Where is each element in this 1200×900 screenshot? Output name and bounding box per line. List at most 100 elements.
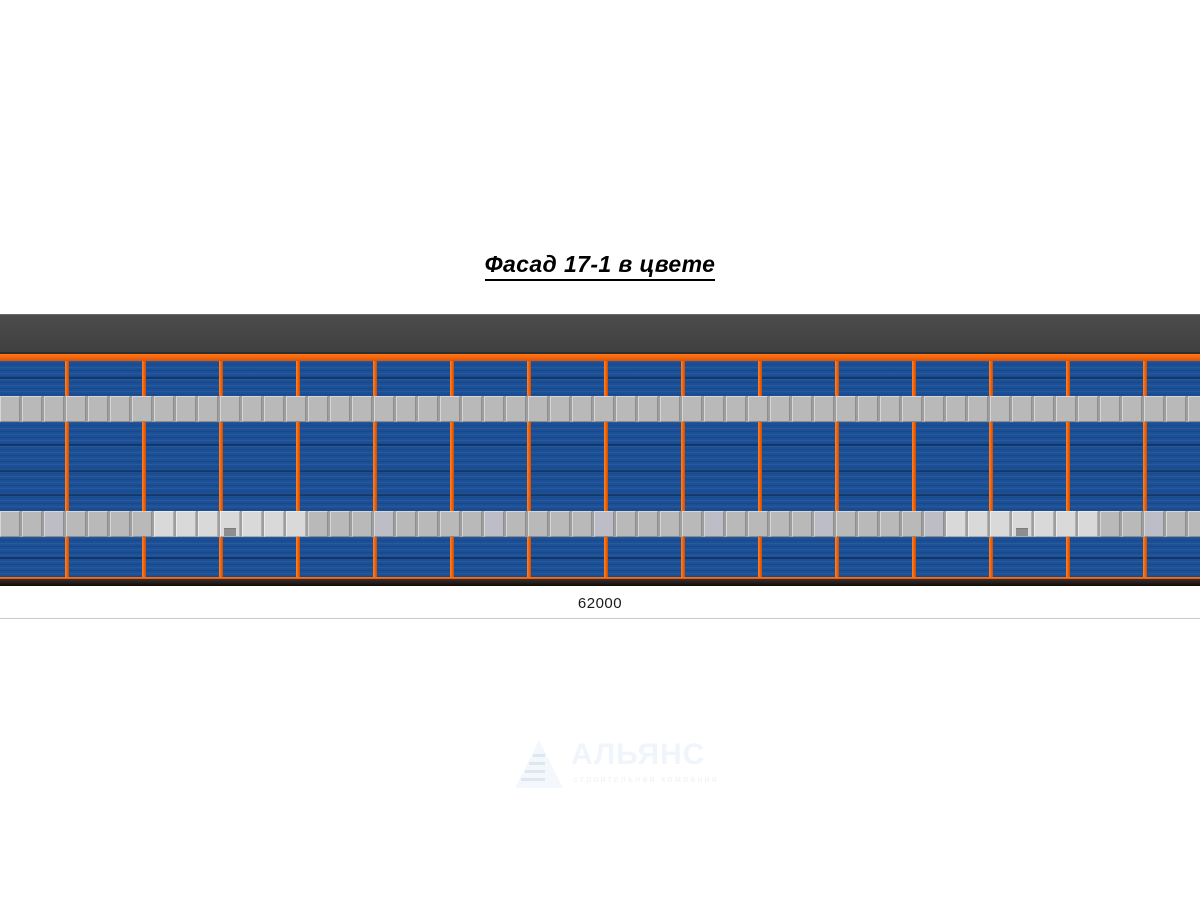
window-module (308, 511, 328, 537)
window-module (264, 511, 284, 537)
panel-seam (0, 557, 1200, 559)
window-module (330, 511, 350, 537)
mullion (450, 422, 454, 511)
window-module (418, 511, 438, 537)
mullion (758, 537, 762, 577)
window-module (616, 396, 636, 422)
window-module (748, 396, 768, 422)
panel-seam (0, 494, 1200, 496)
mullion (142, 537, 146, 577)
mullion (219, 361, 223, 396)
window-module (1078, 511, 1098, 537)
window-module (946, 396, 966, 422)
window-module (1100, 396, 1120, 422)
mullion (912, 422, 916, 511)
mullion (450, 537, 454, 577)
mullion (604, 422, 608, 511)
mullion (296, 537, 300, 577)
window-module (0, 396, 20, 422)
mullion (912, 537, 916, 577)
window-module (924, 396, 944, 422)
window-module (1056, 396, 1076, 422)
mullion (1066, 361, 1070, 396)
window-module (506, 396, 526, 422)
window-module (88, 511, 108, 537)
trim-band-top (0, 354, 1200, 361)
mullion (758, 361, 762, 396)
window-module (220, 511, 240, 537)
window-module (572, 511, 592, 537)
window-module (836, 396, 856, 422)
mullion (142, 361, 146, 396)
window-module (814, 511, 834, 537)
panel-seam (0, 377, 1200, 379)
window-module (1034, 396, 1054, 422)
window-module (220, 396, 240, 422)
wall-band-upper (0, 361, 1200, 396)
mullion (65, 422, 69, 511)
window-module (682, 396, 702, 422)
mullion (373, 361, 377, 396)
window-module (704, 511, 724, 537)
window-module (880, 511, 900, 537)
window-module (154, 511, 174, 537)
mullion (527, 361, 531, 396)
page-title: Фасад 17-1 в цвете (0, 251, 1200, 281)
window-modules-upper (0, 396, 1200, 422)
window-module (770, 396, 790, 422)
window-module (704, 396, 724, 422)
window-module (836, 511, 856, 537)
roof-parapet (0, 314, 1200, 353)
window-module (528, 511, 548, 537)
window-module (330, 396, 350, 422)
window-module (814, 396, 834, 422)
page-title-text: Фасад 17-1 в цвете (484, 251, 716, 281)
mullion (835, 361, 839, 396)
mullion (989, 537, 993, 577)
mullion (681, 537, 685, 577)
window-module (286, 396, 306, 422)
wall-band-middle (0, 422, 1200, 511)
mullion (142, 422, 146, 511)
dimension-line (0, 618, 1200, 619)
window-module (1056, 511, 1076, 537)
mullion (296, 361, 300, 396)
window-module (550, 396, 570, 422)
window-module (550, 511, 570, 537)
window-module (352, 511, 372, 537)
window-module (132, 511, 152, 537)
window-module (154, 396, 174, 422)
mullion (527, 422, 531, 511)
mullion (1143, 537, 1147, 577)
trim-band-base (0, 577, 1200, 579)
window-module (110, 396, 130, 422)
window-module (594, 396, 614, 422)
watermark: АЛЬЯНС строительная компания (513, 738, 717, 794)
window-module (638, 511, 658, 537)
mullion (296, 422, 300, 511)
window-module (1012, 396, 1032, 422)
window-module (1144, 511, 1164, 537)
watermark-company: АЛЬЯНС (571, 738, 706, 771)
window-module (462, 511, 482, 537)
window-module (374, 511, 394, 537)
mullion (912, 361, 916, 396)
window-module (484, 396, 504, 422)
window-module (1166, 511, 1186, 537)
window-module (1188, 511, 1200, 537)
window-module (0, 511, 20, 537)
window-module (88, 396, 108, 422)
window-module (44, 396, 64, 422)
panel-seam (0, 470, 1200, 472)
overall-length-dimension: 62000 (577, 595, 623, 612)
window-module (22, 396, 42, 422)
watermark-tagline: строительная компания (573, 774, 719, 784)
window-module (880, 396, 900, 422)
window-module (990, 511, 1010, 537)
window-module (902, 396, 922, 422)
mullion (65, 537, 69, 577)
mullion (373, 537, 377, 577)
window-module (924, 511, 944, 537)
window-module (968, 396, 988, 422)
window-module (1166, 396, 1186, 422)
